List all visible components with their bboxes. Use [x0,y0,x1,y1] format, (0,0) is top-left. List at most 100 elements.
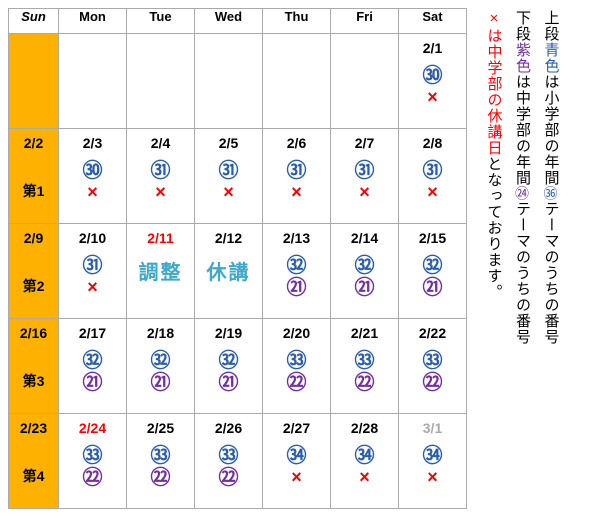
theme-blue: ㉞ [331,446,398,466]
theme-purple: ㉑ [127,373,194,393]
cell-r3-wed: 2/19 ㉜ ㉑ [195,319,263,414]
date: 2/22 [399,319,466,341]
theme-blue: ㉝ [59,446,126,466]
hdr-fri: Fri [331,9,399,34]
date: 2/13 [263,224,330,246]
closed-x: × [399,468,466,486]
closed-x: × [59,278,126,296]
cell-r3-sat: 2/22 ㉝ ㉒ [399,319,467,414]
cell-r1-fri: 2/7 ㉛ × [331,129,399,224]
cell-label: 休講 [195,256,262,285]
legend-vertical: 上段青色は小学部の年間㊱テーマのうちの番号 下段紫色は中学部の年間㉔テーマのうち… [479,8,565,510]
cell-r1-mon: 2/3 ㉚ × [59,129,127,224]
date: 2/9 [9,224,58,246]
date: 2/19 [195,319,262,341]
theme-blue: ㉚ [59,161,126,181]
theme-blue: ㉜ [263,256,330,276]
week-label: 第4 [9,466,58,486]
theme-purple: ㉒ [399,373,466,393]
theme-blue: ㉝ [263,351,330,371]
row-4: 2/23 第4 2/24 ㉝ ㉒ 2/25 ㉝ ㉒ 2/26 ㉝ ㉒ 2/27 … [9,414,467,509]
theme-blue: ㉝ [195,446,262,466]
date: 2/17 [59,319,126,341]
cell-r4-thu: 2/27 ㉞ × [263,414,331,509]
theme-blue: ㉛ [399,161,466,181]
cell-r4-sat: 3/1 ㉞ × [399,414,467,509]
theme-blue: ㉛ [195,161,262,181]
date: 2/14 [331,224,398,246]
week-label: 第3 [9,371,58,391]
theme-purple: ㉒ [195,468,262,488]
hdr-thu: Thu [263,9,331,34]
cell-r3-tue: 2/18 ㉜ ㉑ [127,319,195,414]
theme-blue: ㉜ [195,351,262,371]
cell-r0-thu [263,34,331,129]
row-1: 2/2 第1 2/3 ㉚ × 2/4 ㉛ × 2/5 ㉛ × 2/6 ㉛ × 2… [9,129,467,224]
legend-line-2: 下段紫色は中学部の年間㉔テーマのうちの番号 [508,10,537,510]
cell-r2-tue: 2/11 調整 [127,224,195,319]
cell-r3-fri: 2/21 ㉝ ㉒ [331,319,399,414]
row-3: 2/16 第3 2/17 ㉜ ㉑ 2/18 ㉜ ㉑ 2/19 ㉜ ㉑ 2/20 … [9,319,467,414]
theme-blue: ㉞ [263,446,330,466]
theme-blue: ㉜ [127,351,194,371]
hdr-mon: Mon [59,9,127,34]
date: 2/20 [263,319,330,341]
row-0: 2/1 ㉚ × [9,34,467,129]
date: 2/18 [127,319,194,341]
date: 2/5 [195,129,262,151]
theme-blue: ㉝ [399,351,466,371]
date: 2/27 [263,414,330,436]
closed-x: × [331,468,398,486]
cell-r1-thu: 2/6 ㉛ × [263,129,331,224]
closed-x: × [399,183,466,201]
cell-r4-sun: 2/23 第4 [9,414,59,509]
theme-purple: ㉒ [263,373,330,393]
date: 2/23 [9,414,58,436]
date: 2/28 [331,414,398,436]
calendar-table: Sun Mon Tue Wed Thu Fri Sat 2/1 ㉚ × 2/2 … [8,8,467,509]
date: 2/10 [59,224,126,246]
theme-blue: ㉜ [399,256,466,276]
cell-r4-tue: 2/25 ㉝ ㉒ [127,414,195,509]
theme-purple: ㉒ [127,468,194,488]
theme-purple: ㉒ [331,373,398,393]
theme-purple: ㉑ [331,278,398,298]
closed-x: × [263,183,330,201]
theme-blue: ㉝ [127,446,194,466]
hdr-tue: Tue [127,9,195,34]
theme-blue: ㉜ [59,351,126,371]
theme-purple: ㉑ [59,373,126,393]
theme-purple: ㉒ [59,468,126,488]
row-2: 2/9 第2 2/10 ㉛ × 2/11 調整 2/12 休講 2/13 ㉜ ㉑… [9,224,467,319]
hdr-wed: Wed [195,9,263,34]
closed-x: × [195,183,262,201]
theme-blue: ㉛ [263,161,330,181]
cell-r0-mon [59,34,127,129]
cell-r2-mon: 2/10 ㉛ × [59,224,127,319]
theme-purple: ㉑ [263,278,330,298]
legend-line-3: ×は中学部の休講日となっております。 [479,10,508,510]
cell-r0-fri [331,34,399,129]
header-row: Sun Mon Tue Wed Thu Fri Sat [9,9,467,34]
date: 2/26 [195,414,262,436]
legend-line-1: 上段青色は小学部の年間㊱テーマのうちの番号 [536,10,565,510]
theme-purple: ㉑ [399,278,466,298]
cell-r1-tue: 2/4 ㉛ × [127,129,195,224]
theme-blue: ㉛ [127,161,194,181]
week-label: 第2 [9,276,58,296]
closed-x: × [59,183,126,201]
closed-x: × [127,183,194,201]
date: 2/12 [195,224,262,246]
theme-blue: ㉛ [59,256,126,276]
cell-r3-thu: 2/20 ㉝ ㉒ [263,319,331,414]
cell-r0-sat: 2/1 ㉚ × [399,34,467,129]
closed-x: × [331,183,398,201]
cell-r2-fri: 2/14 ㉜ ㉑ [331,224,399,319]
cell-r3-mon: 2/17 ㉜ ㉑ [59,319,127,414]
closed-x: × [263,468,330,486]
theme-blue: ㉚ [399,66,466,86]
date: 2/8 [399,129,466,151]
date: 2/4 [127,129,194,151]
date: 2/3 [59,129,126,151]
cell-r2-sat: 2/15 ㉜ ㉑ [399,224,467,319]
